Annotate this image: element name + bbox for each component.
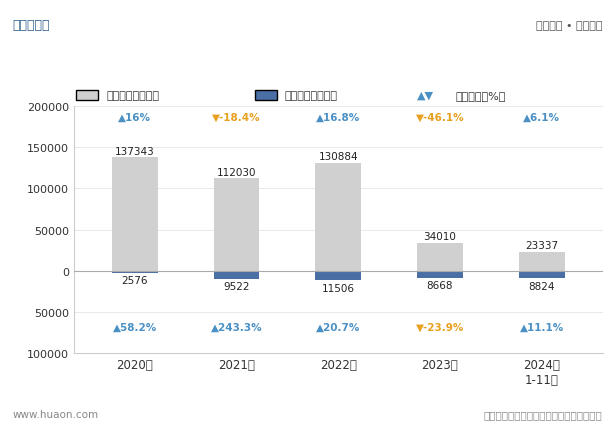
Text: ▼-23.9%: ▼-23.9% — [416, 322, 464, 332]
Bar — [315, 271, 361, 281]
Text: 专业严谨 • 客观科学: 专业严谨 • 客观科学 — [536, 20, 603, 31]
Text: 137343: 137343 — [115, 147, 155, 156]
FancyBboxPatch shape — [255, 91, 277, 101]
Text: 华经情报网: 华经情报网 — [12, 19, 50, 32]
Bar — [315, 164, 361, 271]
Text: ▼-46.1%: ▼-46.1% — [416, 112, 464, 122]
Bar — [213, 179, 260, 271]
Text: ▲243.3%: ▲243.3% — [211, 322, 263, 332]
Text: 23337: 23337 — [525, 240, 558, 250]
Text: 9522: 9522 — [223, 282, 250, 291]
Text: ▲11.1%: ▲11.1% — [520, 322, 564, 332]
Text: 112030: 112030 — [217, 167, 256, 177]
Text: 8668: 8668 — [427, 281, 453, 291]
Bar — [213, 271, 260, 279]
Text: ▲6.1%: ▲6.1% — [523, 112, 560, 122]
Text: ▲58.2%: ▲58.2% — [113, 322, 157, 332]
Text: ▲16.8%: ▲16.8% — [316, 112, 360, 122]
Text: ▲▼: ▲▼ — [417, 91, 434, 101]
Text: www.huaon.com: www.huaon.com — [12, 409, 98, 419]
Bar — [417, 243, 463, 271]
Text: 2020-2024年11月曲靖市商品收发货人所在地进、出口额: 2020-2024年11月曲靖市商品收发货人所在地进、出口额 — [139, 61, 476, 79]
Text: 8824: 8824 — [528, 281, 555, 291]
Bar — [417, 271, 463, 278]
Text: 130884: 130884 — [319, 152, 358, 162]
Text: ▼-18.4%: ▼-18.4% — [212, 112, 261, 122]
Bar — [112, 158, 157, 271]
FancyBboxPatch shape — [76, 91, 98, 101]
Bar — [112, 271, 157, 273]
Text: 11506: 11506 — [322, 283, 355, 293]
Text: 出口额（万美元）: 出口额（万美元） — [106, 91, 159, 101]
Text: 数据来源：中国海关，华经产业研究院整理: 数据来源：中国海关，华经产业研究院整理 — [484, 409, 603, 419]
Bar — [519, 271, 565, 279]
Text: ▲20.7%: ▲20.7% — [316, 322, 360, 332]
Text: ▲16%: ▲16% — [118, 112, 151, 122]
Text: 2576: 2576 — [122, 276, 148, 286]
Text: 同比增长（%）: 同比增长（%） — [455, 91, 506, 101]
Text: 34010: 34010 — [424, 232, 456, 242]
Bar — [519, 252, 565, 271]
Text: 进口额（万美元）: 进口额（万美元） — [285, 91, 338, 101]
